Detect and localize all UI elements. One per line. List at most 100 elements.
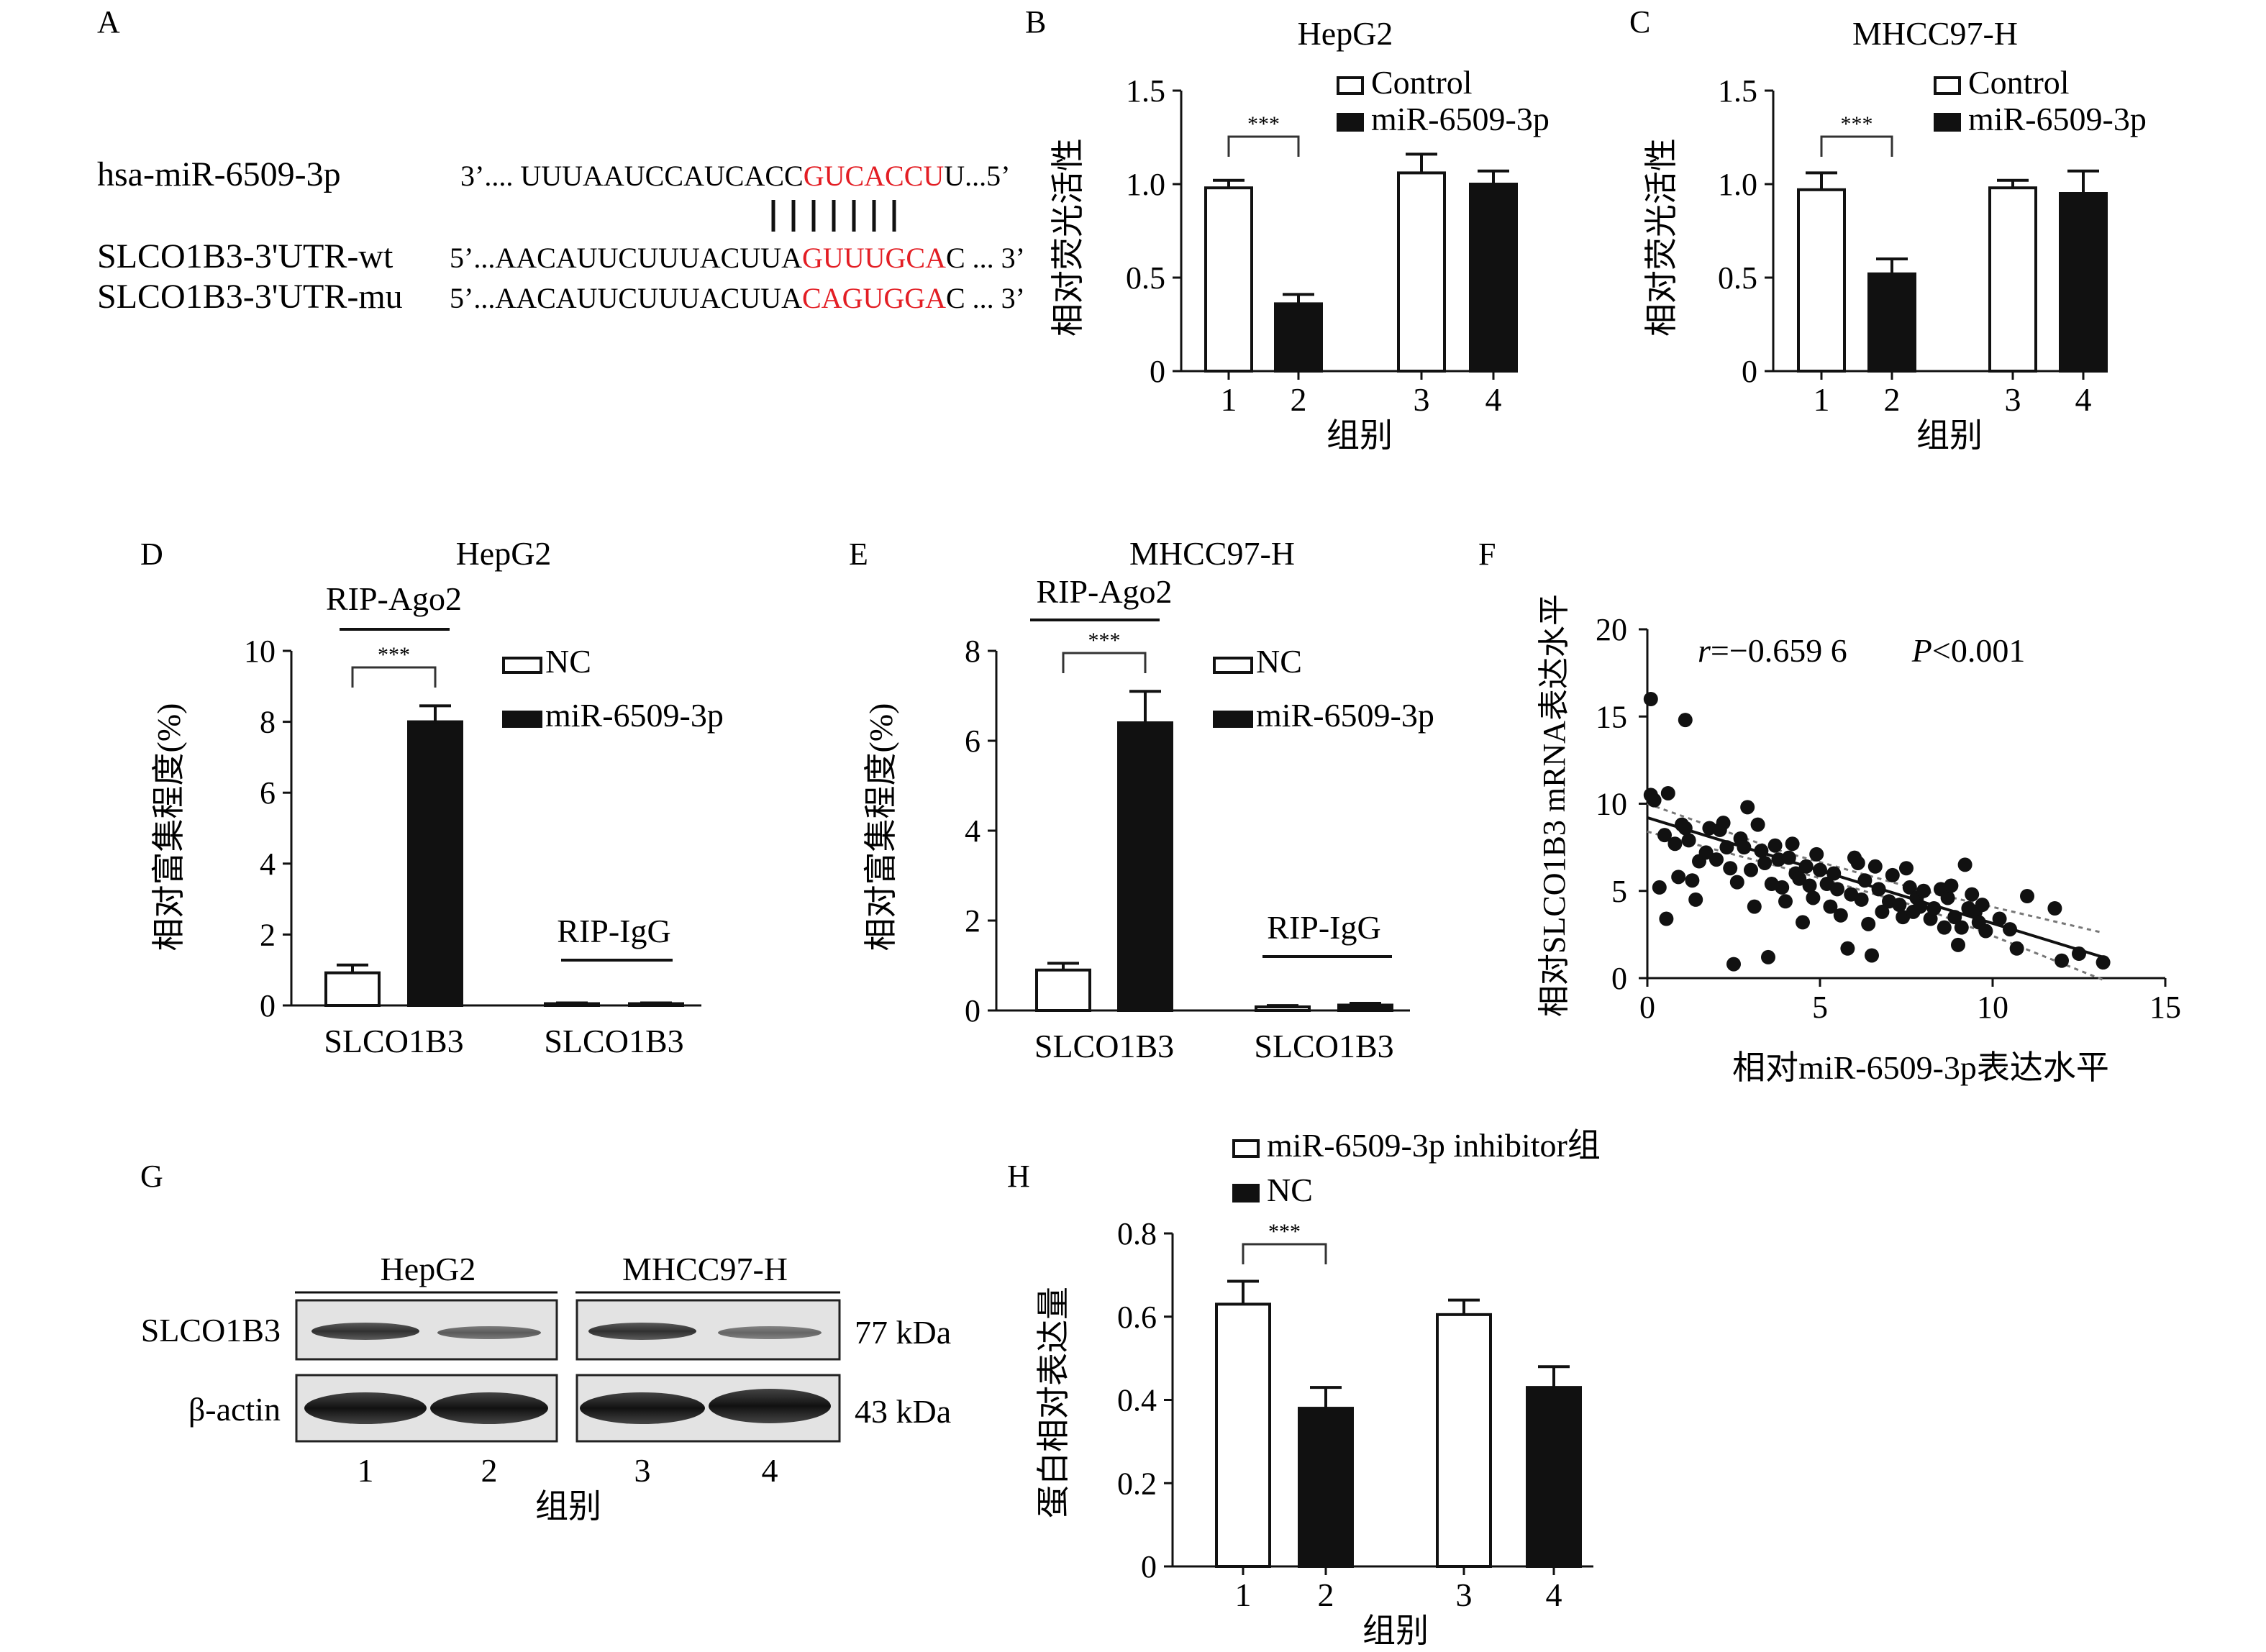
F-x-tick-label: 0 xyxy=(1639,990,1655,1025)
F-annotation-p-value: <0.001 xyxy=(1932,632,2025,669)
blot-cell-line-mhcc97h: MHCC97-H xyxy=(622,1251,788,1287)
F-point xyxy=(1965,887,1980,902)
blot-band-lane1-actin xyxy=(304,1392,427,1424)
H-x-tick-label: 3 xyxy=(1456,1576,1473,1613)
H-y-tick-label: 0.8 xyxy=(1117,1216,1157,1251)
F-point xyxy=(1792,871,1807,886)
D-y-tick-label: 2 xyxy=(260,917,276,952)
F-point xyxy=(1678,821,1693,836)
F-point xyxy=(2009,941,2024,956)
D-y-tick-label: 0 xyxy=(260,988,276,1023)
E-y-tick-label: 0 xyxy=(965,993,980,1028)
B-bar-4 xyxy=(1469,183,1518,373)
D-group-label: RIP-IgG xyxy=(557,913,670,949)
B-x-tick-label: 2 xyxy=(1291,381,1307,418)
C-y-tick-label: 0 xyxy=(1742,354,1757,389)
panel-label-h: H xyxy=(1007,1159,1030,1194)
D-legend-swatch xyxy=(502,711,542,728)
F-point xyxy=(1657,828,1672,843)
H-sig-bracket xyxy=(1242,1243,1327,1264)
F-point xyxy=(1854,892,1869,907)
B-x-tick-label: 3 xyxy=(1414,381,1430,418)
H-bar-4 xyxy=(1526,1386,1582,1568)
B-x-tick-label: 4 xyxy=(1485,381,1502,418)
B-x-tick-label: 1 xyxy=(1221,381,1237,418)
F-point xyxy=(1865,948,1879,963)
F-point xyxy=(1647,793,1662,808)
C-title: MHCC97-H xyxy=(1852,15,2018,52)
F-x-tick-label: 10 xyxy=(1977,990,2008,1025)
F-point xyxy=(1678,713,1693,728)
blot-box-slco1b3-mhcc97h xyxy=(575,1299,841,1361)
E-legend-label: NC xyxy=(1256,643,1302,680)
D-sig-bracket xyxy=(351,666,437,688)
F-point xyxy=(1723,861,1738,876)
F-annotation-r-symbol: r xyxy=(1698,632,1711,669)
C-y-label: 相对荧光活性 xyxy=(1643,138,1680,337)
F-point xyxy=(1937,920,1952,935)
B-x-label: 组别 xyxy=(1327,417,1393,454)
F-point xyxy=(1944,878,1959,893)
F-point xyxy=(1729,875,1744,890)
F-point xyxy=(1757,855,1773,870)
seq-pairing-lines xyxy=(771,200,896,232)
E-x-tick-label: SLCO1B3 xyxy=(1254,1028,1393,1064)
E-bar-group1-nc xyxy=(1035,968,1091,1012)
F-point xyxy=(1954,920,1969,935)
D-legend-swatch xyxy=(502,657,542,674)
B-legend-swatch xyxy=(1337,113,1364,132)
B-legend-swatch xyxy=(1337,76,1364,95)
F-point xyxy=(2003,922,2017,937)
blot-label-actin: β-actin xyxy=(188,1391,281,1428)
F-point xyxy=(1744,862,1758,877)
F-point xyxy=(1978,923,1993,939)
C-bar-2 xyxy=(1867,272,1916,373)
F-point xyxy=(1754,843,1769,858)
F-point xyxy=(1652,880,1667,895)
F-y-tick-label: 0 xyxy=(1611,961,1627,996)
H-y-tick-label: 0.6 xyxy=(1117,1300,1157,1335)
H-y-tick-label: 0 xyxy=(1141,1549,1157,1584)
H-x-tick-label: 1 xyxy=(1235,1576,1252,1613)
F-annotation-p-symbol: P xyxy=(1911,632,1932,669)
D-y-tick-label: 8 xyxy=(260,705,276,740)
C-legend-label: Control xyxy=(1968,64,2070,101)
F-x-tick-label: 5 xyxy=(1812,990,1828,1025)
seq-mirna-suffix: U...5’ xyxy=(944,160,1010,192)
seq-wt-site: GUUUGCA xyxy=(802,242,946,274)
chart-b-hepg2-luciferase: HepG2 0 0.5 1.0 1.5 相对荧光活性 1 2 3 4 组别 ControlmiR-65… xyxy=(1050,15,1550,454)
E-group-label: RIP-IgG xyxy=(1267,909,1380,946)
blot-box-actin-mhcc97h xyxy=(575,1374,841,1443)
H-y-label: 蛋白相对表达量 xyxy=(1035,1287,1072,1518)
F-point xyxy=(2047,901,2062,916)
E-legend-label: miR-6509-3p xyxy=(1256,697,1434,734)
C-legend-swatch xyxy=(1934,76,1961,95)
F-point xyxy=(1913,899,1928,914)
seq-mu: 5’...AACAUUCUUUACUUACAGUGGAC ... 3’ xyxy=(450,282,1025,314)
F-point xyxy=(1796,915,1810,930)
C-y-tick-label: 1.0 xyxy=(1718,167,1757,202)
C-legend-swatch xyxy=(1934,113,1961,132)
E-y-tick-label: 4 xyxy=(965,813,980,849)
F-annotation-r-value: =−0.659 6 xyxy=(1711,632,1847,669)
H-y-tick-label: 0.2 xyxy=(1117,1466,1157,1501)
panel-label-c: C xyxy=(1629,4,1650,40)
D-legend-label: NC xyxy=(545,643,591,680)
E-y-tick-label: 2 xyxy=(965,903,980,939)
E-y-tick-label: 8 xyxy=(965,634,980,669)
D-sig-label: *** xyxy=(378,643,410,667)
F-point xyxy=(1761,949,1775,964)
seq-mirna-prefix: 3’.... UUUAAUCCAUCACC xyxy=(460,160,804,192)
E-legend-swatch xyxy=(1213,711,1253,728)
F-y-tick-label: 20 xyxy=(1596,612,1627,647)
seq-wt-prefix: 5’...AACAUUCUUUACUUA xyxy=(450,242,802,274)
F-point xyxy=(1902,880,1917,895)
F-x-tick-label: 15 xyxy=(2149,990,2181,1025)
seq-mirna-site: GUCACCU xyxy=(804,160,945,192)
B-y-tick-label: 1.0 xyxy=(1126,167,1165,202)
H-sig-label: *** xyxy=(1268,1220,1301,1243)
H-y-tick-label: 0.4 xyxy=(1117,1383,1157,1418)
seq-mirna: 3’.... UUUAAUCCAUCACCGUCACCUU...5’ xyxy=(460,160,1011,192)
B-legend-label: miR-6509-3p xyxy=(1371,101,1550,137)
blot-band-lane1-slco1b3 xyxy=(311,1323,419,1340)
